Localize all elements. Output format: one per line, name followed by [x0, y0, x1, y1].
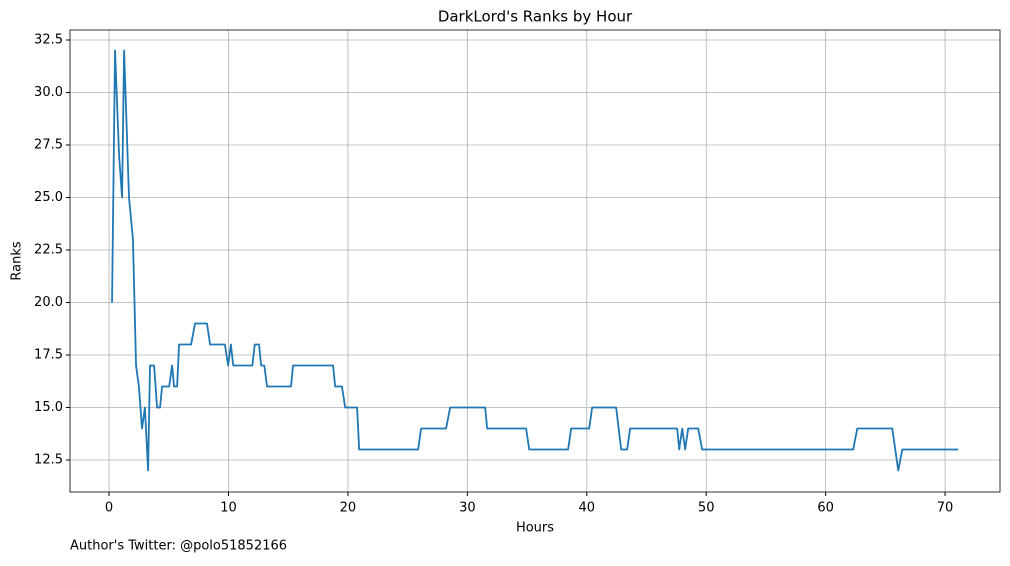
x-tick-label: 70	[937, 501, 954, 516]
plot-frame	[69, 29, 1001, 493]
y-tick-label: 17.5	[34, 347, 63, 362]
y-tick-label: 22.5	[34, 242, 63, 257]
data-line	[111, 49, 959, 472]
y-tick-label: 25.0	[34, 190, 63, 205]
x-tick-label: 30	[459, 501, 476, 516]
x-tick-label: 60	[817, 501, 834, 516]
y-tick-label: 20.0	[34, 295, 63, 310]
y-tick-label: 15.0	[34, 400, 63, 415]
x-tick-label: 10	[220, 501, 237, 516]
x-axis-label: Hours	[516, 521, 554, 536]
footer-note: Author's Twitter: @polo51852166	[70, 539, 287, 554]
y-tick-label: 12.5	[34, 452, 63, 467]
y-axis-label: Ranks	[10, 241, 25, 280]
x-tick-label: 20	[340, 501, 357, 516]
x-tick-label: 40	[578, 501, 595, 516]
y-tick-label: 30.0	[34, 85, 63, 100]
x-tick-label: 50	[698, 501, 715, 516]
x-tick-label: 0	[105, 501, 113, 516]
y-tick-label: 32.5	[34, 32, 63, 47]
y-tick-label: 27.5	[34, 137, 63, 152]
chart-title: DarkLord's Ranks by Hour	[438, 8, 633, 26]
